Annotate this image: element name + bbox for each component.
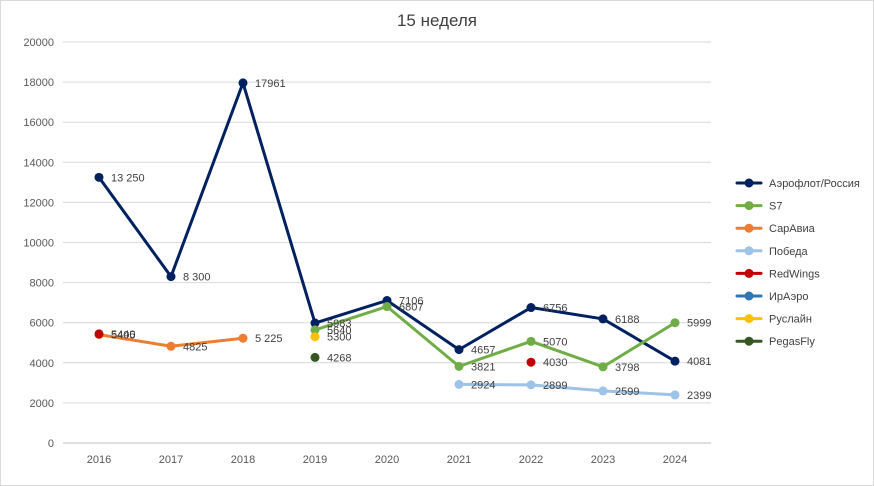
y-tick-label: 10000: [23, 238, 54, 250]
legend-marker-саравиа: [744, 223, 754, 233]
y-tick-label: 2000: [30, 398, 54, 410]
data-label-s7: 5999: [687, 318, 711, 330]
data-point-s7: [526, 336, 536, 346]
legend-marker-руслайн: [744, 314, 754, 324]
data-point-саравиа: [166, 341, 176, 351]
data-label-s7: 3821: [471, 361, 495, 373]
data-label-руслайн: 5300: [327, 332, 351, 344]
data-label-саравиа: 4825: [183, 341, 207, 353]
data-point-руслайн: [310, 332, 320, 342]
data-label-саравиа: 5405: [111, 330, 135, 342]
data-label-аэрофлот-россия: 7106: [399, 296, 423, 308]
legend-label-саравиа: СарАвиа: [769, 223, 816, 235]
x-tick-label: 2024: [663, 454, 687, 466]
y-tick-label: 0: [48, 438, 54, 450]
data-label-победа: 2924: [471, 379, 495, 391]
data-label-s7: 5640: [327, 325, 351, 337]
legend-label-pegasfly: PegasFly: [769, 336, 815, 348]
x-tick-label: 2019: [303, 454, 327, 466]
legend-label-победа: Победа: [769, 246, 808, 258]
data-point-победа: [454, 379, 464, 389]
data-point-аэрофлот-россия: [166, 272, 176, 282]
legend-marker-аэрофлот-россия: [744, 178, 754, 188]
y-tick-label: 8000: [30, 278, 54, 290]
data-point-аэрофлот-россия: [670, 356, 680, 366]
series-line-аэрофлот-россия: [97, 81, 677, 363]
x-tick-label: 2022: [519, 454, 543, 466]
data-point-победа: [598, 386, 608, 396]
y-tick-label: 18000: [23, 77, 54, 89]
data-label-redwings: 4030: [543, 357, 567, 369]
data-point-аэрофлот-россия: [454, 345, 464, 355]
data-point-аэрофлот-россия: [598, 314, 608, 324]
data-point-s7: [670, 318, 680, 328]
data-point-победа: [670, 390, 680, 400]
data-point-s7: [598, 362, 608, 372]
data-label-s7: 5070: [543, 336, 567, 348]
y-tick-label: 14000: [23, 157, 54, 169]
data-point-s7: [454, 361, 464, 371]
legend-marker-redwings: [744, 268, 754, 278]
data-point-аэрофлот-россия: [238, 78, 248, 88]
data-point-s7: [382, 302, 392, 312]
x-tick-label: 2018: [231, 454, 255, 466]
y-tick-label: 6000: [30, 318, 54, 330]
x-tick-label: 2017: [159, 454, 183, 466]
x-tick-label: 2016: [87, 454, 111, 466]
data-point-аэрофлот-россия: [94, 172, 104, 182]
y-tick-label: 12000: [23, 197, 54, 209]
legend-label-redwings: RedWings: [769, 268, 820, 280]
data-point-аэрофлот-россия: [526, 303, 536, 313]
data-point-аэрофлот-россия: [310, 318, 320, 328]
legend-marker-pegasfly: [744, 336, 754, 346]
data-label-победа: 2399: [687, 390, 711, 402]
data-point-pegasfly: [310, 352, 320, 362]
data-label-redwings: 5440: [111, 329, 135, 341]
data-label-s7: 3798: [615, 362, 639, 374]
chart-title: 15 неделя: [396, 11, 478, 30]
legend-marker-победа: [744, 246, 754, 256]
data-point-s7: [310, 325, 320, 335]
data-label-аэрофлот-россия: 17961: [255, 78, 286, 90]
legend-marker-s7: [744, 201, 754, 211]
legend-label-руслайн: Руслайн: [769, 314, 812, 326]
data-point-саравиа: [238, 333, 248, 343]
data-label-аэрофлот-россия: 13 250: [111, 172, 145, 184]
data-label-победа: 2899: [543, 380, 567, 392]
series-line-s7: [313, 305, 677, 369]
data-point-победа: [526, 380, 536, 390]
x-tick-label: 2020: [375, 454, 399, 466]
legend-label-s7: S7: [769, 201, 782, 213]
legend-label-ираэро: ИрАэро: [769, 291, 808, 303]
data-point-redwings: [526, 357, 536, 367]
x-tick-label: 2023: [591, 454, 615, 466]
y-tick-label: 16000: [23, 117, 54, 129]
x-tick-label: 2021: [447, 454, 471, 466]
data-point-redwings: [94, 329, 104, 339]
y-tick-label: 4000: [30, 358, 54, 370]
data-label-аэрофлот-россия: 4657: [471, 345, 495, 357]
data-label-аэрофлот-россия: 6188: [615, 314, 639, 326]
data-label-саравиа: 5 225: [255, 333, 283, 345]
data-label-pegasfly: 4268: [327, 352, 351, 364]
series-line-победа: [457, 382, 677, 397]
y-tick-label: 20000: [23, 37, 54, 49]
data-label-аэрофлот-россия: 5983: [327, 318, 351, 330]
data-label-аэрофлот-россия: 8 300: [183, 272, 211, 284]
legend-label-аэрофлот-россия: Аэрофлот/Россия: [769, 178, 860, 190]
data-label-победа: 2599: [615, 386, 639, 398]
data-label-аэрофлот-россия: 4081: [687, 356, 711, 368]
data-label-аэрофлот-россия: 6756: [543, 303, 567, 315]
data-label-s7: 6807: [399, 302, 423, 314]
legend-marker-ираэро: [744, 291, 754, 301]
